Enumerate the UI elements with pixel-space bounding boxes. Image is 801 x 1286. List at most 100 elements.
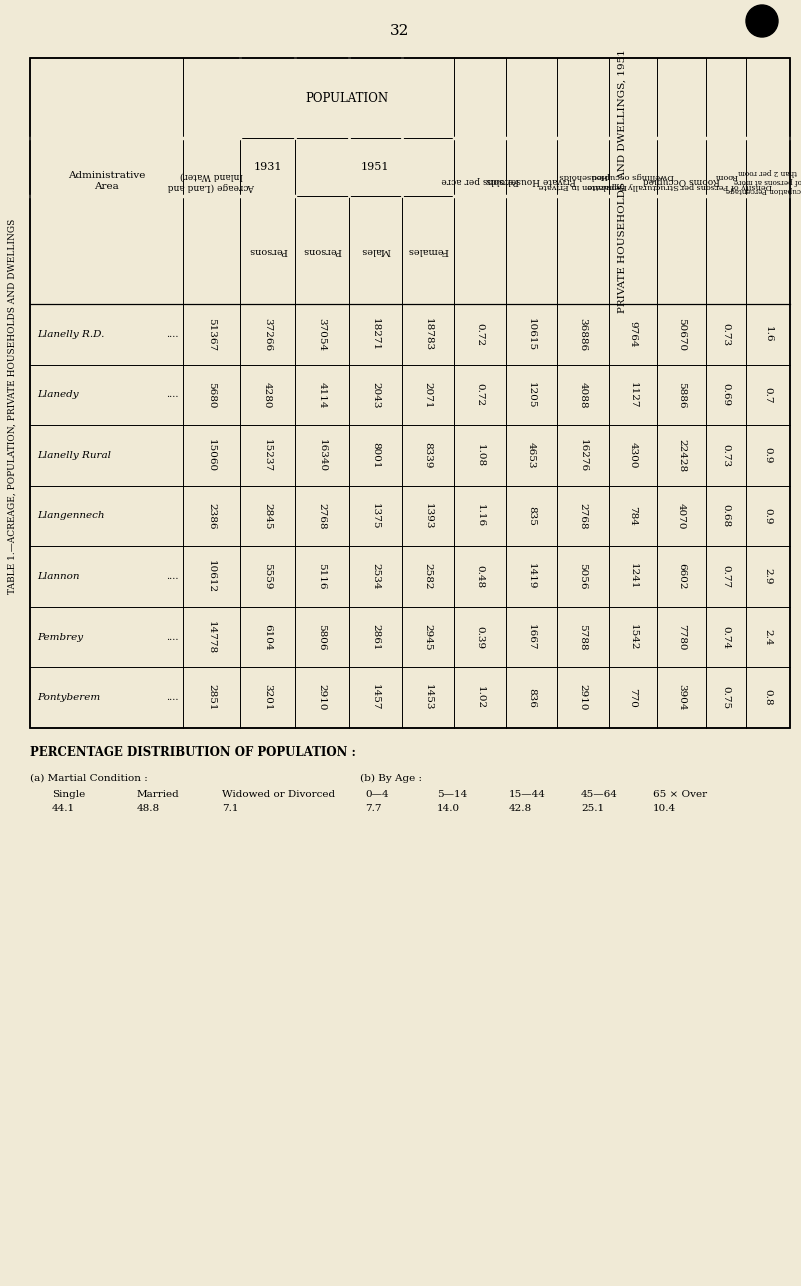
Text: 1457: 1457	[371, 684, 380, 711]
Text: 2768: 2768	[578, 503, 587, 530]
Text: 2910: 2910	[317, 684, 327, 711]
Text: 7.1: 7.1	[222, 804, 239, 813]
Text: Females: Females	[408, 246, 449, 255]
Text: Density of Persons per
Room: Density of Persons per Room	[680, 172, 772, 189]
Text: Persons per acre: Persons per acre	[441, 176, 519, 185]
Text: 15060: 15060	[207, 439, 216, 472]
Text: 10612: 10612	[207, 559, 216, 593]
Text: 14.0: 14.0	[437, 804, 460, 813]
Text: 25.1: 25.1	[581, 804, 604, 813]
Text: 37266: 37266	[263, 318, 272, 351]
Text: Acreage (Land and
Inland Water): Acreage (Land and Inland Water)	[168, 171, 256, 190]
Circle shape	[746, 5, 778, 37]
Text: 0.72: 0.72	[476, 323, 485, 346]
Text: 2534: 2534	[371, 563, 380, 590]
Text: 1.16: 1.16	[476, 504, 485, 527]
Text: 4070: 4070	[677, 503, 686, 530]
Text: 0.75: 0.75	[722, 687, 731, 710]
Text: Llangennech: Llangennech	[37, 512, 104, 521]
Text: 8001: 8001	[371, 442, 380, 468]
Text: 2043: 2043	[371, 382, 380, 408]
Text: 65 × Over: 65 × Over	[653, 790, 707, 799]
Text: 6104: 6104	[263, 624, 272, 651]
Text: 14778: 14778	[207, 621, 216, 653]
Text: ....: ....	[167, 693, 179, 702]
Text: 5—14: 5—14	[437, 790, 467, 799]
Text: 3201: 3201	[263, 684, 272, 711]
Text: Llannon: Llannon	[37, 572, 79, 581]
Text: 1241: 1241	[629, 563, 638, 590]
Text: 0—4: 0—4	[365, 790, 388, 799]
Text: 5788: 5788	[578, 624, 587, 651]
Text: 0.73: 0.73	[722, 444, 731, 467]
Text: Private Households: Private Households	[487, 176, 576, 185]
Text: 1453: 1453	[424, 684, 433, 711]
Text: 22428: 22428	[677, 439, 686, 472]
Text: Pembrey: Pembrey	[37, 633, 83, 642]
Text: Llanelly R.D.: Llanelly R.D.	[37, 329, 104, 338]
Text: PRIVATE HOUSEHOLDS AND DWELLINGS, 1951: PRIVATE HOUSEHOLDS AND DWELLINGS, 1951	[618, 49, 626, 312]
Text: 5806: 5806	[317, 624, 327, 651]
Text: 5056: 5056	[578, 563, 587, 590]
Text: POPULATION: POPULATION	[305, 91, 388, 104]
Text: Occupation Percentage
of persons at more
than 2 per room: Occupation Percentage of persons at more…	[726, 167, 801, 194]
Text: 784: 784	[629, 507, 638, 526]
Text: 0.77: 0.77	[722, 565, 731, 588]
Text: 51367: 51367	[207, 318, 216, 351]
Text: 1667: 1667	[527, 624, 536, 651]
Text: 0.9: 0.9	[763, 508, 772, 525]
Text: 0.7: 0.7	[763, 387, 772, 403]
Bar	[30, 58, 790, 728]
Text: 10.4: 10.4	[653, 804, 676, 813]
Text: Administrative
Area: Administrative Area	[68, 171, 145, 190]
Text: 3904: 3904	[677, 684, 686, 711]
Text: PERCENTAGE DISTRIBUTION OF POPULATION :: PERCENTAGE DISTRIBUTION OF POPULATION :	[30, 746, 356, 759]
Text: 1931: 1931	[253, 162, 282, 172]
Text: ....: ....	[167, 572, 179, 581]
Text: 1375: 1375	[371, 503, 380, 530]
Text: 5559: 5559	[263, 563, 272, 590]
Text: 9764: 9764	[629, 322, 638, 347]
Text: 0.73: 0.73	[722, 323, 731, 346]
Text: 2768: 2768	[317, 503, 327, 530]
Text: 8339: 8339	[424, 442, 433, 468]
Text: 42.8: 42.8	[509, 804, 532, 813]
Text: Males: Males	[360, 246, 390, 255]
Text: 15—44: 15—44	[509, 790, 545, 799]
Text: (a) Martial Condition :: (a) Martial Condition :	[30, 774, 147, 783]
Text: 1542: 1542	[629, 624, 638, 651]
Text: 2851: 2851	[207, 684, 216, 711]
Text: 16340: 16340	[317, 439, 327, 472]
Text: 7.7: 7.7	[365, 804, 381, 813]
Text: 2071: 2071	[424, 382, 433, 408]
Text: 18271: 18271	[371, 318, 380, 351]
Text: ....: ....	[167, 329, 179, 338]
Text: ....: ....	[167, 633, 179, 642]
Text: 5116: 5116	[317, 563, 327, 590]
Text: Structurally Separate
Dwellings occupied: Structurally Separate Dwellings occupied	[587, 172, 679, 189]
Text: 2582: 2582	[424, 563, 433, 590]
Text: 1393: 1393	[424, 503, 433, 530]
Text: 0.72: 0.72	[476, 383, 485, 406]
Text: 5886: 5886	[677, 382, 686, 408]
Text: 4280: 4280	[263, 382, 272, 408]
Text: 5680: 5680	[207, 382, 216, 408]
Text: 32: 32	[390, 24, 409, 39]
Text: 0.69: 0.69	[722, 383, 731, 406]
Text: Single: Single	[52, 790, 85, 799]
Text: 4300: 4300	[629, 442, 638, 468]
Text: Population in Private
Households: Population in Private Households	[539, 172, 627, 189]
Text: 6602: 6602	[677, 563, 686, 590]
Text: 0.8: 0.8	[763, 689, 772, 706]
Text: 2845: 2845	[263, 503, 272, 530]
Text: 15237: 15237	[263, 439, 272, 472]
Text: Rooms Occupied: Rooms Occupied	[643, 176, 720, 185]
Text: 7780: 7780	[677, 624, 686, 651]
Text: Pontyberem: Pontyberem	[37, 693, 100, 702]
Text: 50670: 50670	[677, 318, 686, 351]
Text: 835: 835	[527, 507, 536, 526]
Text: (b) By Age :: (b) By Age :	[360, 774, 422, 783]
Text: 44.1: 44.1	[52, 804, 75, 813]
Text: 1127: 1127	[629, 382, 638, 408]
Text: 2945: 2945	[424, 624, 433, 651]
